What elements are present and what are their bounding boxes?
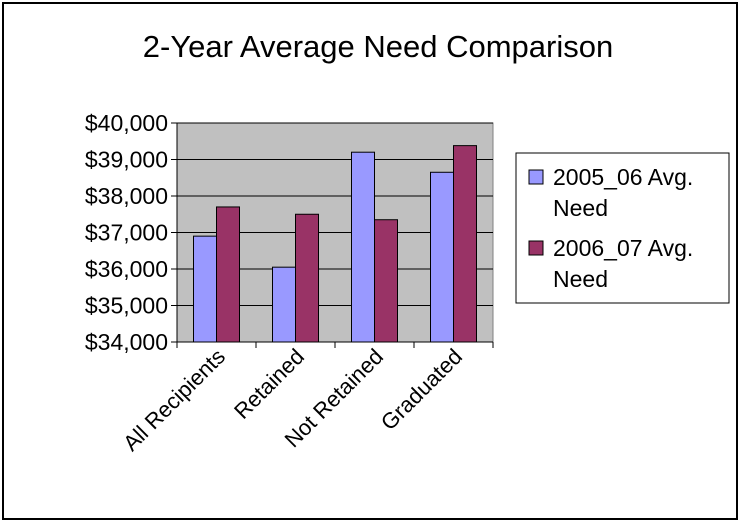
legend-label-1: Need [553,195,608,221]
y-axis-ticks: $34,000 $35,000 $36,000 $37,000 $38,000 $39,0… [85,110,177,355]
bar-1-1 [193,235,217,343]
legend-box [515,152,730,304]
bar-1-4 [430,171,454,343]
y-tick-label: $37,000 [85,220,168,246]
y-tick-label: $38,000 [85,183,168,209]
bars [193,145,477,343]
y-tick-label: $34,000 [85,329,168,355]
bar-2-3 [374,219,398,343]
bar-2-4 [453,145,477,343]
chart-title: 2-Year Average Need Comparison [143,29,613,64]
legend-swatch-1 [528,169,544,185]
y-tick-label: $40,000 [85,110,168,136]
bar-1-3 [351,151,375,343]
y-tick-label: $39,000 [85,147,168,173]
y-tick-label: $35,000 [85,293,168,319]
y-tick-label: $36,000 [85,256,168,282]
legend-label-2: 2006_07 Avg. [553,235,693,261]
bar-1-2 [272,266,296,343]
legend-label-1: 2005_06 Avg. [553,164,693,190]
legend-label-2: Need [553,266,608,292]
legend-swatch-2 [528,240,544,256]
bar-2-1 [216,206,240,343]
bar-2-2 [295,213,319,343]
legend: 2005_06 Avg. Need 2006_07 Avg. Need [515,152,730,304]
